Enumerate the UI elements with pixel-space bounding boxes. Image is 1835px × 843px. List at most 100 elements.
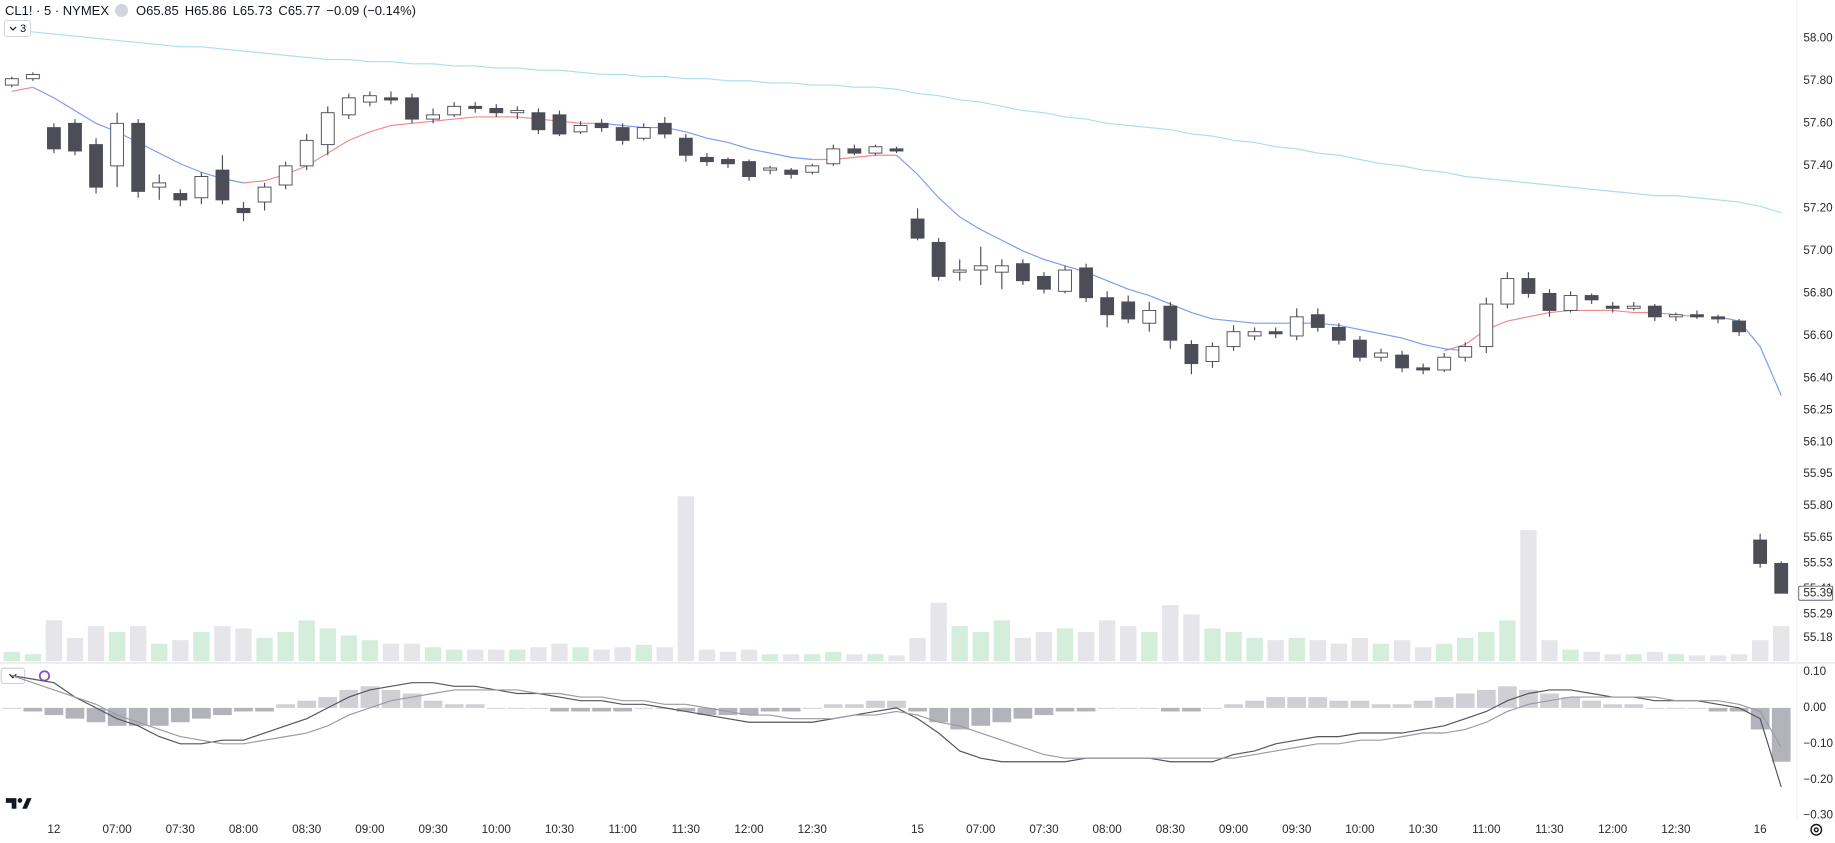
candle-body [25,73,40,80]
candle-body [173,193,188,201]
volume-bar [614,647,631,662]
candle-body [1395,354,1409,369]
candle-body [931,241,946,277]
indicator-icon[interactable] [38,670,51,682]
volume-bar [66,637,84,662]
histogram-bar [1624,704,1644,708]
histogram-bar [381,689,401,708]
histogram-bar [402,693,422,708]
histogram-bar [592,707,611,712]
candle-body [805,165,820,173]
volume-bar [1120,626,1137,662]
candle-body [110,122,125,167]
y-tick-label: 56.10 [1803,435,1833,448]
candle-body [299,139,314,167]
histogram-bar [1771,707,1791,762]
candle-body [1142,309,1157,324]
candle-body [1458,346,1473,358]
candle-body [1289,316,1304,337]
candle-body [594,122,609,129]
volume-bar [930,602,947,662]
volume-bar [1372,643,1390,662]
histogram-bar [507,707,527,709]
candle-body [994,265,1009,273]
histogram-bar [1729,707,1749,712]
histogram-bar [1350,700,1370,708]
volume-bar [867,654,884,662]
volume-bar [467,649,484,662]
volume-bar [656,647,673,662]
volume-bar [45,620,63,662]
volume-bar [530,647,547,662]
y-tick-label: 56.80 [1803,287,1833,300]
volume-bar [1583,651,1600,662]
quote-high: H65.86 [185,3,227,18]
histogram-bar [1182,707,1201,712]
volume-bar [993,620,1011,662]
histogram-bar [929,707,948,723]
histogram-bar [613,707,633,712]
volume-bar [1435,643,1453,662]
histogram-bar [992,707,1012,723]
x-tick-label: 08:30 [1156,823,1186,836]
x-tick-label: 11:30 [1535,823,1564,836]
series-line [11,674,1782,788]
volume-bar [635,644,652,662]
volume-bar [172,640,189,662]
volume-bar [677,496,695,662]
candle-body [489,108,504,114]
volume-bar [593,649,610,662]
y-tick-label: 56.25 [1803,403,1833,416]
x-tick-label: 16 [1754,823,1767,836]
candle-body [657,122,672,135]
histogram-bar [44,707,64,716]
histogram-bar [86,707,106,723]
volume-bar [1499,620,1516,662]
volume-bar [235,628,252,662]
histogram-bar [634,707,654,709]
volume-bar [572,647,589,662]
histogram-bar [65,707,85,719]
y-tick-label: 55.80 [1803,499,1833,512]
volume-bar [488,649,505,662]
histogram-bar [971,707,991,726]
candle-body [1732,320,1746,333]
candle-body [194,176,209,199]
settings-icon[interactable] [1810,823,1823,836]
histogram-bar [823,704,843,708]
volume-bar [1730,654,1748,662]
symbol-header: CL1! · 5 · NYMEX O65.85 H65.86 L65.73 C6… [5,3,416,18]
y-tick-label: 58.00 [1803,31,1833,44]
symbol[interactable]: CL1! · 5 · NYMEX [5,3,110,18]
histogram-bar [1561,697,1580,708]
volume-bar [1351,637,1369,662]
volume-bar [1414,647,1432,662]
histogram-bar [192,707,211,719]
volume-bar [1267,640,1284,662]
volume-bar [1288,637,1305,662]
chevron-icon [8,673,17,679]
candle-body [4,78,19,86]
candle-body [278,165,293,186]
volume-bar [1014,637,1032,662]
histogram-bar [1455,693,1475,708]
candle-body [320,112,335,146]
candle-body [721,159,735,165]
histogram-bar [170,707,190,723]
x-tick-label: 09:30 [418,823,448,836]
histogram-bar [339,689,359,708]
histogram-bar [676,707,696,712]
volume-bar [1204,628,1221,662]
histogram-bar [802,707,822,709]
gear-hub [1813,827,1819,833]
series-line [11,29,1782,214]
candle-body [1521,278,1536,294]
x-tick-label: 09:00 [355,823,385,836]
candle-body [1542,292,1557,311]
indicators-toggle[interactable]: 3 [4,20,32,37]
tradingview-logo[interactable] [5,798,32,809]
x-tick-label: 08:00 [229,823,259,836]
volume-bar [1604,654,1621,662]
